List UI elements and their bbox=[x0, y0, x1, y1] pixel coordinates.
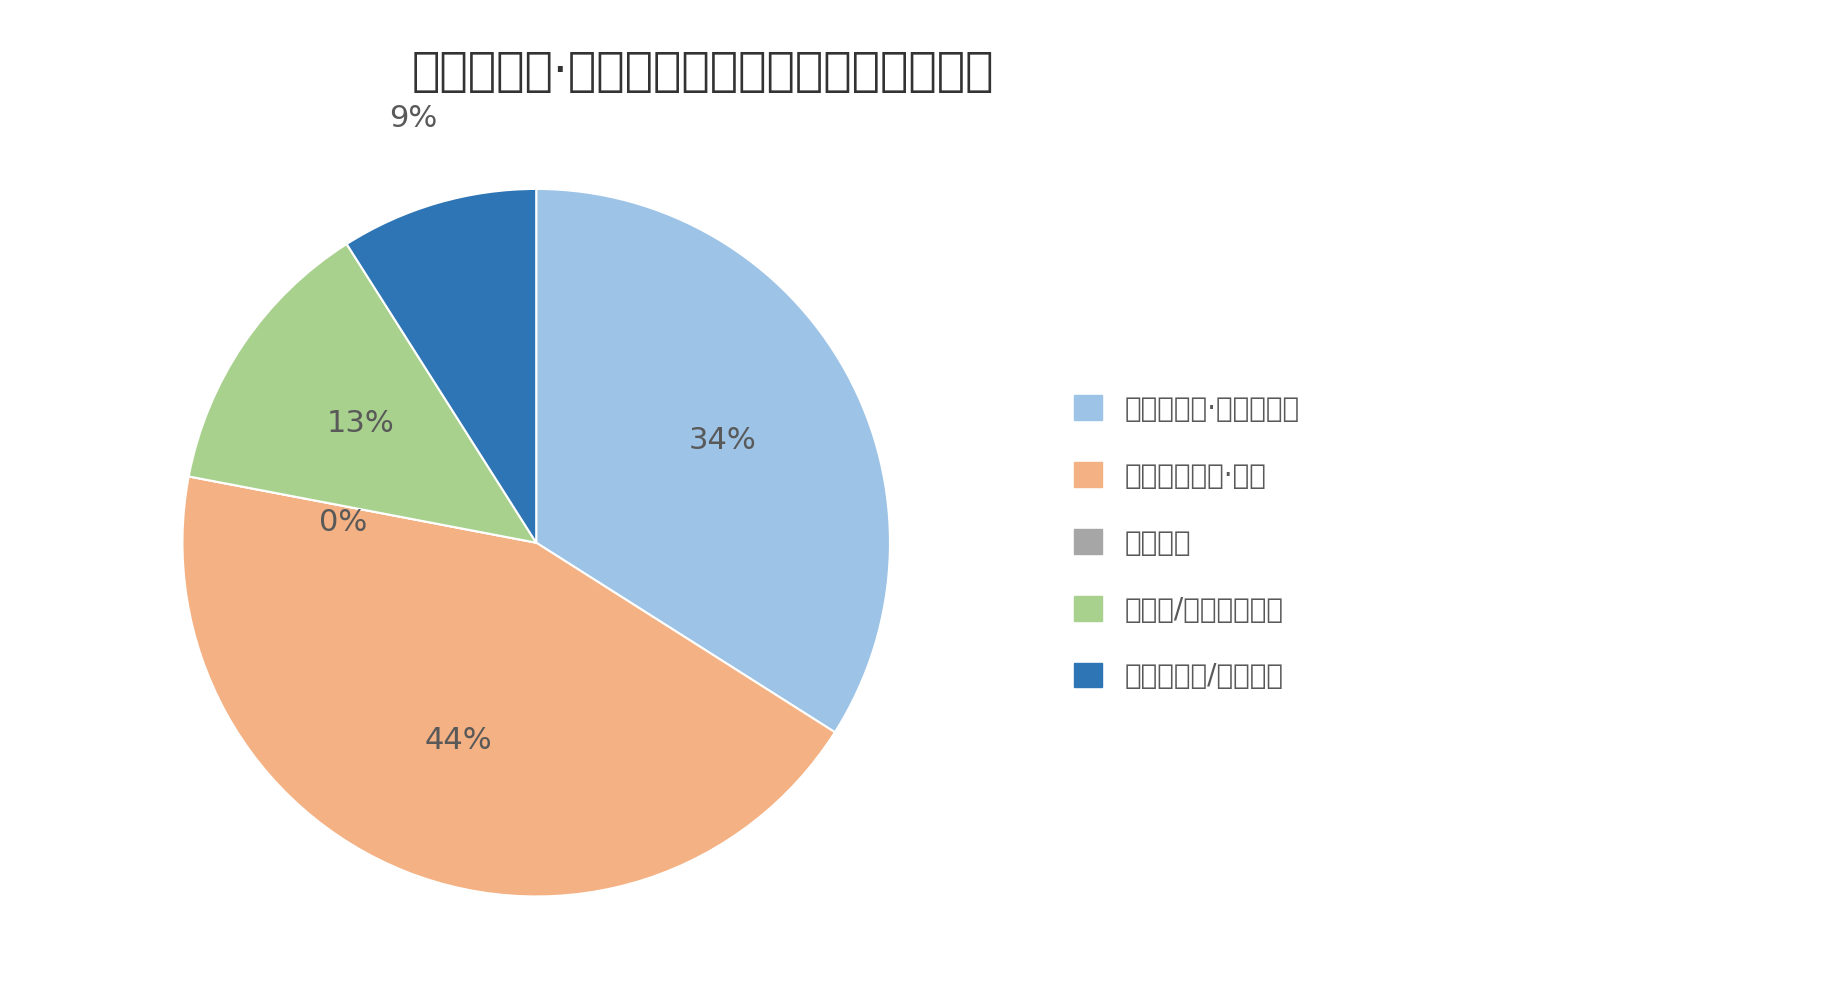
Wedge shape bbox=[183, 476, 835, 896]
Text: 44%: 44% bbox=[423, 726, 492, 755]
Text: 9%: 9% bbox=[388, 104, 436, 133]
Text: 図２：企業·団体が対象となった炎上内容区分: 図２：企業·団体が対象となった炎上内容区分 bbox=[410, 50, 994, 95]
Wedge shape bbox=[188, 476, 536, 543]
Text: 0%: 0% bbox=[320, 509, 368, 538]
Legend: 不適切発言·行為、失言, 顧客クレーム·批判, 異物混入, 不祥事/事件ニュース, 情報漏えい/内部告発: 不適切発言·行為、失言, 顧客クレーム·批判, 異物混入, 不祥事/事件ニュース… bbox=[1063, 384, 1310, 701]
Wedge shape bbox=[346, 189, 536, 543]
Text: 34%: 34% bbox=[687, 426, 756, 455]
Wedge shape bbox=[188, 244, 536, 543]
Text: 13%: 13% bbox=[327, 409, 394, 438]
Wedge shape bbox=[536, 189, 889, 733]
